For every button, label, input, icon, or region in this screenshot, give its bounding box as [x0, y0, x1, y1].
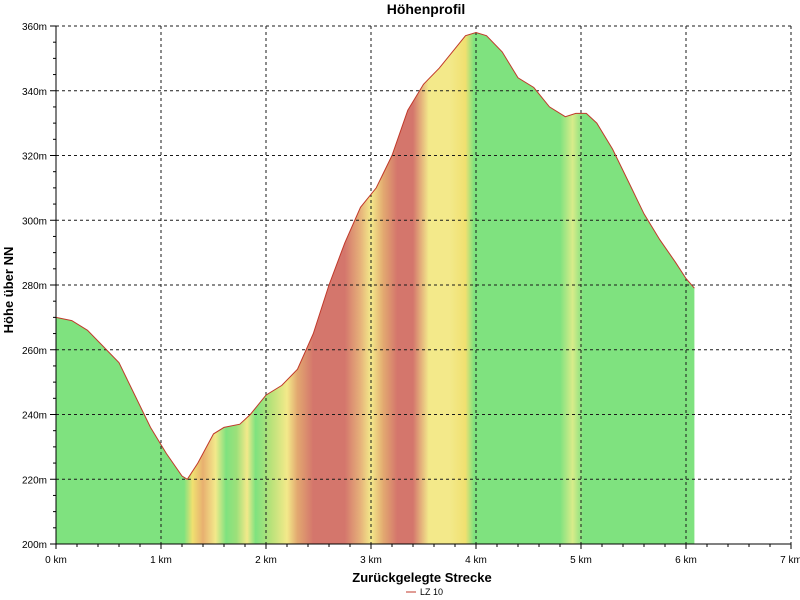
x-tick-label-0: 0 km: [45, 555, 67, 566]
x-axis-title: Zurückgelegte Strecke: [352, 570, 491, 585]
legend-label: LZ 10: [420, 587, 443, 597]
legend: LZ 10: [406, 587, 443, 597]
x-axis-ticks: 0 km 1 km 2 km 3 km 4 km 5 km 6 km 7 km: [45, 544, 800, 566]
grid-lines: [56, 25, 792, 544]
y-tick-label-8: 360m: [22, 22, 47, 33]
x-tick-label-6: 6 km: [675, 555, 697, 566]
y-tick-label-4: 280m: [22, 281, 47, 292]
x-tick-label-7: 7 km: [780, 555, 800, 566]
chart-title: Höhenprofil: [387, 1, 466, 17]
y-tick-label-0: 200m: [22, 540, 47, 551]
y-tick-label-6: 320m: [22, 152, 47, 163]
elevation-area: [56, 32, 695, 544]
y-tick-label-3: 260m: [22, 346, 47, 357]
x-tick-label-3: 3 km: [360, 555, 382, 566]
y-tick-label-5: 300m: [22, 216, 47, 227]
elevation-line: [55, 31, 695, 480]
x-tick-label-5: 5 km: [570, 555, 592, 566]
y-tick-label-1: 220m: [22, 475, 47, 486]
x-tick-label-1: 1 km: [150, 555, 172, 566]
x-tick-label-4: 4 km: [465, 555, 487, 566]
y-tick-label-7: 340m: [22, 87, 47, 98]
y-axis-title: Höhe über NN: [1, 247, 16, 334]
y-tick-label-2: 240m: [22, 411, 47, 422]
x-tick-label-2: 2 km: [255, 555, 277, 566]
y-axis-ticks: 200m 220m 240m 260m 280m 300m 320m 340m 360m: [22, 22, 56, 551]
